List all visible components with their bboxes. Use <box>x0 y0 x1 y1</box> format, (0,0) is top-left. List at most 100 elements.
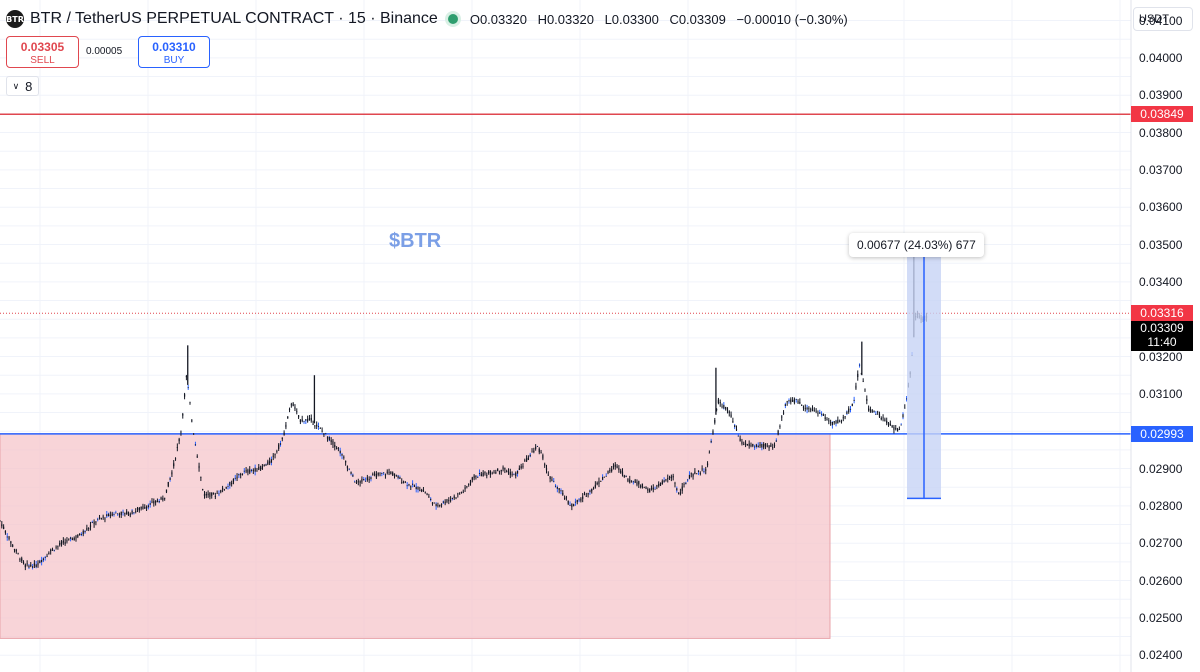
candle-body <box>62 540 64 543</box>
buy-button[interactable]: 0.03310 BUY <box>138 36 210 68</box>
candle-body <box>437 505 439 506</box>
ohlc-readout: O0.03320 H0.03320 L0.03300 C0.03309 −0.0… <box>470 12 855 27</box>
candle-body <box>875 413 877 415</box>
candle-body <box>540 452 542 454</box>
candle-body <box>442 501 444 503</box>
candle-body <box>603 476 606 478</box>
candle-body <box>795 399 797 401</box>
candle-body <box>363 478 365 481</box>
candle-body <box>772 447 774 448</box>
candle-body <box>19 559 21 561</box>
candle-body <box>676 488 678 491</box>
candle-body <box>375 473 377 478</box>
candle-body <box>337 447 339 449</box>
candle-body <box>50 549 52 552</box>
candle-body <box>556 486 558 489</box>
candle-body <box>634 480 636 483</box>
candle-body <box>319 428 321 429</box>
symbol-annotation[interactable]: $BTR <box>389 230 442 252</box>
candle-body <box>853 399 855 401</box>
sell-button[interactable]: 0.03305 SELL <box>6 36 79 68</box>
candle-body <box>354 481 356 483</box>
candle-body <box>6 536 8 538</box>
candle-body <box>730 414 732 418</box>
buy-label: BUY <box>163 55 185 66</box>
candle-body <box>466 486 468 488</box>
candle-body <box>153 501 155 504</box>
price-tick-label: 0.03500 <box>1139 237 1183 252</box>
candle-body <box>741 441 743 444</box>
symbol-title[interactable]: BTR / TetherUS PERPETUAL CONTRACT · 15 ·… <box>30 10 438 27</box>
spread-value: 0.00005 <box>86 46 123 57</box>
candle-body <box>160 497 162 500</box>
candle-body <box>469 480 472 484</box>
candle-body <box>202 489 204 491</box>
candle-body <box>290 404 292 406</box>
candle-body <box>165 489 168 493</box>
candle-body <box>734 425 736 428</box>
candle-body <box>431 502 434 505</box>
candle-body <box>404 481 406 483</box>
candle-body <box>348 468 350 470</box>
candle-body <box>370 477 372 480</box>
candle-body <box>21 558 23 562</box>
candle-body <box>3 526 5 529</box>
candle-body <box>88 528 90 529</box>
candle-body <box>495 472 497 474</box>
candle-body <box>652 487 654 490</box>
candle-body <box>611 469 613 472</box>
candle-body <box>220 490 222 493</box>
candle-body <box>857 373 859 378</box>
candle-body <box>193 433 195 435</box>
indicator-count: 8 <box>25 78 33 94</box>
candle-body <box>678 493 680 495</box>
candle-body <box>573 504 575 507</box>
candle-body <box>630 481 633 483</box>
candle-body <box>596 482 598 485</box>
candle-body <box>714 419 716 423</box>
candle-body <box>401 481 403 483</box>
candle-body <box>422 489 425 491</box>
candle-body <box>475 475 477 478</box>
candle-body <box>712 431 714 435</box>
candle-body <box>252 470 254 471</box>
candle-body <box>256 470 258 472</box>
candle-body <box>627 478 629 482</box>
candle-body <box>558 488 560 490</box>
candle-body <box>80 534 83 535</box>
candle-body <box>269 461 271 464</box>
candle-body <box>513 474 515 476</box>
candle-body <box>529 454 531 457</box>
candle-body <box>681 486 683 491</box>
candle-body <box>868 408 870 411</box>
candle-body <box>754 446 756 448</box>
candle-body <box>717 399 720 404</box>
candle-body <box>406 485 408 487</box>
candle-body <box>457 493 459 495</box>
candle-body <box>240 474 242 476</box>
currency-selector[interactable]: USDT <box>1133 7 1193 31</box>
candle-body <box>30 564 32 567</box>
candle-body <box>145 507 148 509</box>
candle-body <box>770 444 772 447</box>
candle-body <box>66 539 68 542</box>
indicators-toggle-button[interactable]: ∨ 8 <box>6 76 39 96</box>
candle-body <box>623 475 625 478</box>
candle-body <box>388 472 390 474</box>
candle-body <box>221 487 224 490</box>
candle-body <box>576 499 578 503</box>
ohlc-low: L0.03300 <box>604 11 659 27</box>
candle-body <box>124 512 126 515</box>
candle-body <box>533 450 535 452</box>
candle-body <box>661 481 663 484</box>
candle-body <box>801 404 803 406</box>
candle-body <box>419 490 421 492</box>
candle-body <box>106 514 108 517</box>
candle-body <box>792 400 794 402</box>
candle-body <box>592 487 595 489</box>
support-zone[interactable] <box>0 433 831 639</box>
candle-body <box>692 473 694 477</box>
candle-body <box>368 479 370 481</box>
candle-body <box>547 474 549 476</box>
